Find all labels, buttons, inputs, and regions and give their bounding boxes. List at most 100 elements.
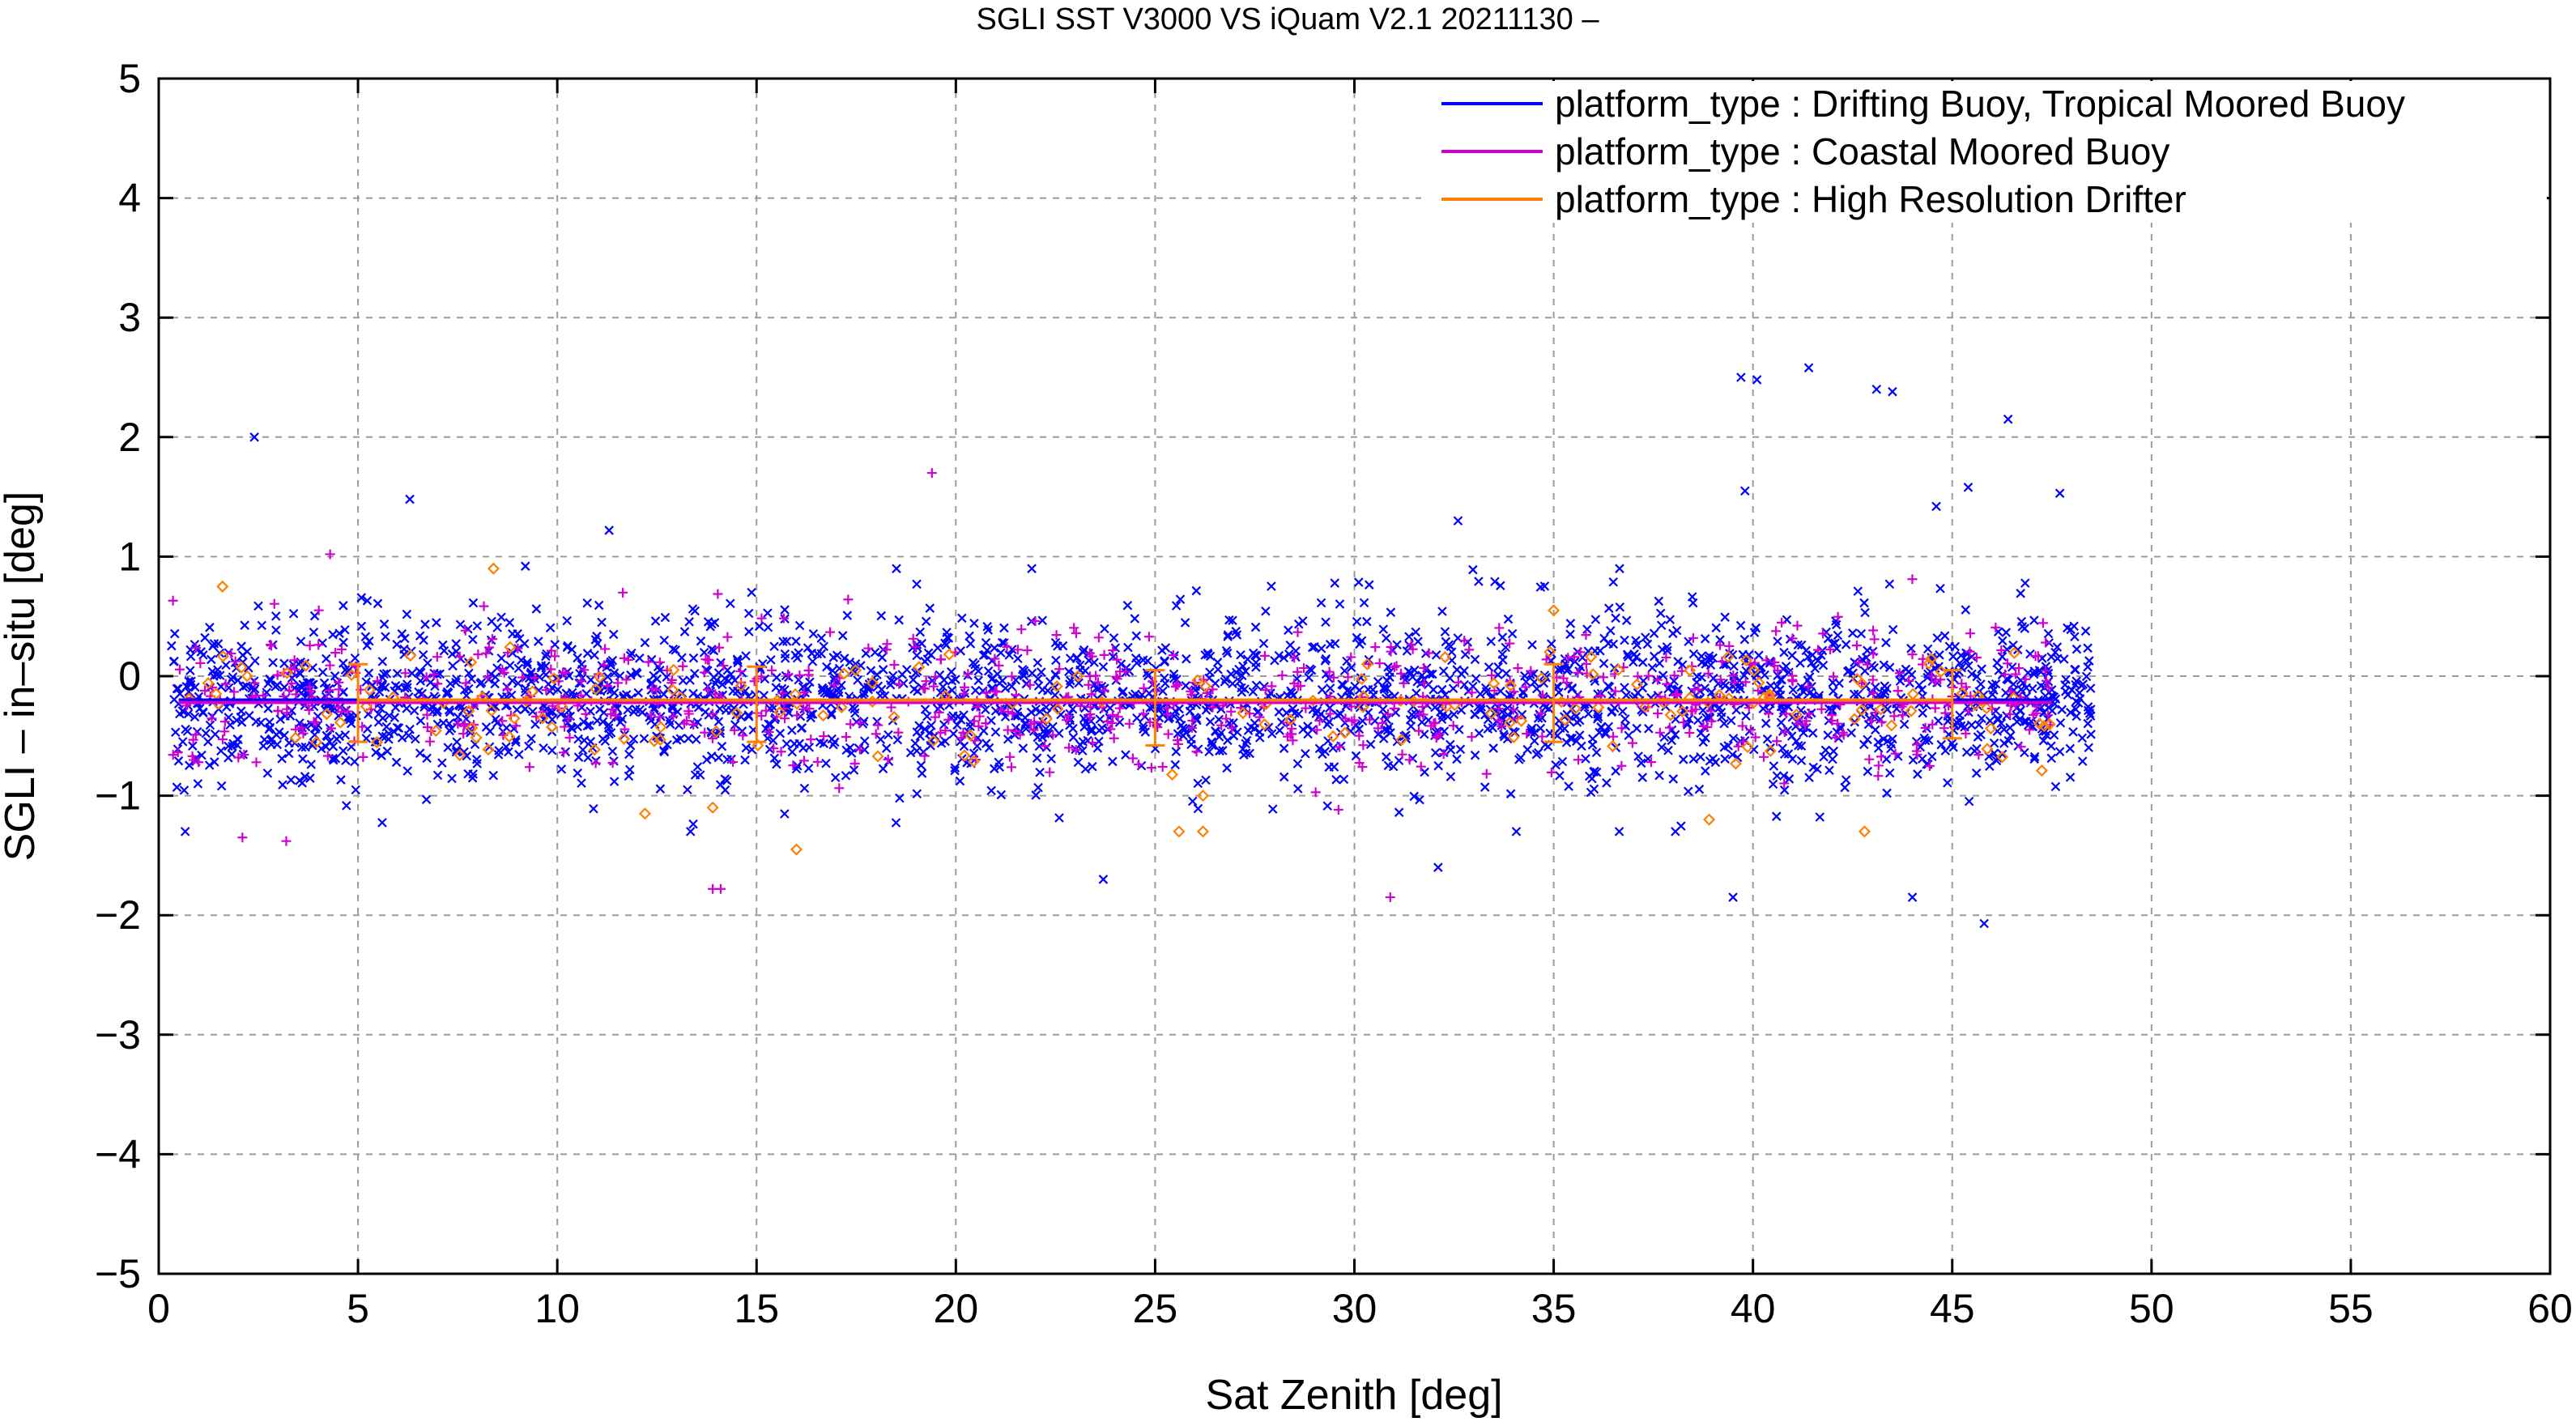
- data-point: [1382, 751, 1391, 762]
- data-point: [589, 803, 598, 814]
- data-point: [1654, 727, 1665, 738]
- data-point: [1792, 620, 1803, 631]
- data-point: [804, 704, 815, 714]
- data-point: [2028, 709, 2038, 720]
- data-point: [1966, 720, 1977, 730]
- data-point: [266, 641, 277, 651]
- data-point: [376, 704, 386, 713]
- data-point: [1471, 674, 1481, 683]
- data-point: [530, 719, 540, 730]
- data-point: [1043, 729, 1054, 739]
- data-point: [606, 660, 615, 670]
- data-point: [665, 719, 675, 729]
- data-point: [559, 747, 569, 758]
- data-point: [341, 705, 351, 715]
- data-point: [1098, 662, 1109, 672]
- data-point: [1715, 640, 1726, 650]
- data-point: [912, 579, 922, 590]
- data-point: [2083, 705, 2093, 716]
- data-point: [871, 729, 881, 739]
- data-point: [1340, 713, 1351, 724]
- data-point: [1275, 726, 1285, 735]
- data-point: [245, 710, 254, 721]
- data-point: [1418, 709, 1429, 720]
- data-point: [545, 721, 558, 734]
- data-point: [2060, 679, 2070, 690]
- data-point: [1028, 725, 1039, 735]
- data-point: [1886, 743, 1896, 754]
- data-point: [1884, 768, 1895, 778]
- data-point: [1638, 707, 1648, 717]
- data-point: [279, 730, 289, 740]
- data-point: [319, 678, 330, 688]
- data-point: [585, 737, 596, 747]
- data-point: [286, 775, 296, 785]
- data-point: [1991, 622, 2001, 632]
- data-point: [2049, 730, 2059, 740]
- data-point: [609, 777, 620, 786]
- data-point: [1238, 661, 1248, 671]
- data-point: [958, 749, 971, 762]
- data-point: [1615, 564, 1624, 573]
- data-point: [1543, 645, 1556, 658]
- data-point: [1779, 647, 1789, 658]
- data-point: [1241, 739, 1250, 749]
- data-point: [524, 762, 534, 773]
- data-point: [798, 756, 809, 766]
- data-point: [1871, 725, 1880, 735]
- data-point: [1818, 628, 1829, 639]
- data-point: [2012, 717, 2022, 727]
- data-point: [1657, 742, 1667, 752]
- data-point: [1803, 652, 1813, 662]
- data-point: [1058, 641, 1068, 651]
- data-point: [1122, 600, 1133, 611]
- data-point: [1355, 702, 1365, 713]
- data-point: [1741, 711, 1751, 721]
- data-point: [1548, 604, 1561, 617]
- data-point: [497, 716, 508, 726]
- data-point: [1026, 707, 1037, 717]
- data-point: [1527, 640, 1537, 649]
- data-point: [1505, 789, 1516, 799]
- data-point: [1073, 757, 1084, 768]
- data-point: [1924, 760, 1935, 771]
- data-point: [460, 719, 470, 730]
- data-point: [1873, 760, 1884, 771]
- data-point: [1829, 671, 1839, 682]
- data-point: [1158, 686, 1168, 696]
- data-point: [249, 432, 259, 442]
- data-point: [503, 730, 516, 743]
- data-point: [1684, 664, 1697, 677]
- data-point: [639, 734, 649, 743]
- data-point: [654, 721, 667, 734]
- data-point: [1694, 784, 1705, 794]
- data-point: [1335, 742, 1345, 752]
- data-point: [1496, 581, 1505, 590]
- data-point: [1041, 724, 1051, 734]
- data-point: [1719, 718, 1729, 729]
- data-point: [1173, 729, 1183, 739]
- data-point: [947, 666, 956, 677]
- y-tick-label: −4: [95, 1131, 141, 1177]
- data-point: [969, 716, 980, 726]
- data-point: [981, 704, 990, 715]
- data-point: [778, 613, 789, 624]
- data-point: [228, 687, 239, 697]
- data-point: [1410, 665, 1420, 675]
- data-point: [1769, 657, 1780, 667]
- data-point: [1356, 700, 1369, 713]
- data-point: [1765, 681, 1776, 691]
- data-point: [1749, 628, 1760, 637]
- data-point: [674, 720, 684, 730]
- data-point: [2077, 733, 2088, 743]
- data-point: [513, 663, 524, 674]
- data-point: [1627, 738, 1637, 748]
- data-point: [1389, 662, 1399, 672]
- data-point: [1107, 717, 1118, 728]
- data-point: [850, 659, 861, 669]
- data-point: [1042, 686, 1053, 696]
- data-point: [1963, 705, 1974, 716]
- data-point: [441, 689, 452, 699]
- data-point: [1145, 703, 1155, 713]
